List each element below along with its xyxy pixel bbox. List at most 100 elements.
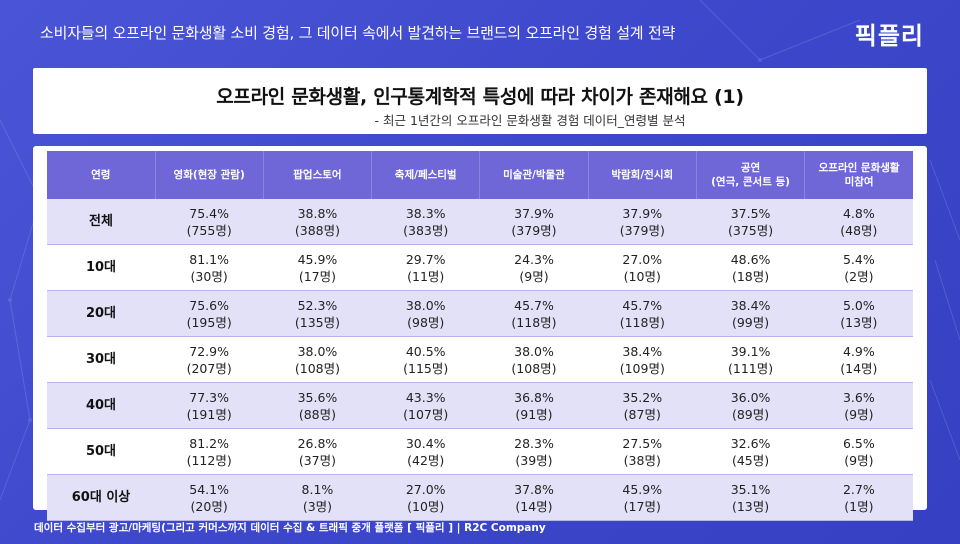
data-cell: 37.8% (14명) bbox=[479, 474, 589, 521]
data-cell: 45.9% (17명) bbox=[263, 244, 372, 291]
respondent-count: (38명) bbox=[623, 452, 661, 468]
data-cell: 72.9% (207명) bbox=[155, 336, 264, 383]
data-cell: 38.4% (109명) bbox=[588, 336, 697, 383]
percent-value: 5.0% bbox=[842, 297, 875, 313]
respondent-count: (10명) bbox=[623, 268, 661, 284]
slide-subtitle: - 최근 1년간의 오프라인 문화생활 경험 데이터_연령별 분석 bbox=[374, 113, 686, 128]
data-cell: 75.4% (755명) bbox=[155, 199, 264, 245]
data-cell: 81.1% (30명) bbox=[155, 244, 264, 291]
data-cell: 45.7% (118명) bbox=[479, 290, 589, 337]
column-header: 축제/페스티벌 bbox=[371, 151, 481, 199]
age-group-cell: 10대 bbox=[47, 244, 155, 291]
percent-value: 81.2% bbox=[189, 435, 229, 451]
data-cell: 48.6% (18명) bbox=[696, 244, 805, 291]
respondent-count: (108명) bbox=[511, 360, 557, 376]
data-cell: 2.7% (1명) bbox=[804, 474, 913, 521]
percent-value: 4.9% bbox=[842, 343, 875, 359]
percent-value: 38.0% bbox=[405, 297, 446, 313]
respondent-count: (755명) bbox=[186, 222, 232, 238]
data-cell: 37.9% (379명) bbox=[588, 199, 697, 245]
respondent-count: (1명) bbox=[844, 498, 874, 514]
percent-value: 35.1% bbox=[730, 481, 771, 497]
data-cell: 8.1% (3명) bbox=[263, 474, 372, 521]
percent-value: 30.4% bbox=[405, 435, 446, 451]
table-container: 연령 영화(현장 관람) 팝업스토어 축제/페스티벌 미술관/박물관 박람회/전… bbox=[33, 146, 927, 521]
age-group-cell: 50대 bbox=[47, 428, 155, 475]
percent-value: 37.9% bbox=[622, 205, 663, 221]
percent-value: 37.8% bbox=[514, 481, 554, 497]
respondent-count: (14명) bbox=[840, 360, 878, 376]
respondent-count: (2명) bbox=[844, 268, 874, 284]
data-cell: 35.1% (13명) bbox=[696, 474, 805, 521]
percent-value: 38.4% bbox=[622, 343, 663, 359]
slide-title: 오프라인 문화생활, 인구통계학적 특성에 따라 차이가 존재해요 (1) bbox=[216, 86, 744, 108]
table-row: 40대 77.3% (191명) 35.6% (88명) 43.3% (107명) 36.8%… bbox=[47, 382, 913, 429]
respondent-count: (37명) bbox=[298, 452, 336, 468]
respondent-count: (17명) bbox=[298, 268, 336, 284]
age-group-cell: 30대 bbox=[47, 336, 155, 383]
respondent-count: (11명) bbox=[407, 268, 445, 284]
percent-value: 75.6% bbox=[189, 297, 229, 313]
respondent-count: (107명) bbox=[403, 406, 449, 422]
percent-value: 48.6% bbox=[730, 251, 771, 267]
percent-value: 27.0% bbox=[622, 251, 663, 267]
respondent-count: (109명) bbox=[619, 360, 665, 376]
percent-value: 45.7% bbox=[622, 297, 663, 313]
data-cell: 29.7% (11명) bbox=[371, 244, 480, 291]
respondent-count: (9명) bbox=[844, 452, 874, 468]
data-cell: 38.0% (98명) bbox=[371, 290, 480, 337]
data-cell: 38.3% (383명) bbox=[371, 199, 480, 245]
percent-value: 28.3% bbox=[514, 435, 554, 451]
percent-value: 24.3% bbox=[514, 251, 554, 267]
percent-value: 45.9% bbox=[297, 251, 338, 267]
respondent-count: (10명) bbox=[407, 498, 445, 514]
percent-value: 75.4% bbox=[189, 205, 229, 221]
data-cell: 35.6% (88명) bbox=[263, 382, 372, 429]
age-group-cell: 60대 이상 bbox=[47, 474, 155, 521]
percent-value: 27.0% bbox=[405, 481, 446, 497]
percent-value: 43.3% bbox=[405, 389, 446, 405]
slide-title-box: 오프라인 문화생활, 인구통계학적 특성에 따라 차이가 존재해요 (1) - … bbox=[33, 68, 927, 134]
percent-value: 77.3% bbox=[189, 389, 229, 405]
respondent-count: (91명) bbox=[515, 406, 553, 422]
respondent-count: (375명) bbox=[727, 222, 774, 238]
respondent-count: (388명) bbox=[294, 222, 340, 238]
column-header: 공연 (연극, 콘서트 등) bbox=[696, 151, 806, 199]
column-header: 오프라인 문화생활 미참여 bbox=[804, 151, 913, 199]
data-cell: 37.5% (375명) bbox=[696, 199, 805, 245]
data-cell: 4.9% (14명) bbox=[804, 336, 913, 383]
respondent-count: (379명) bbox=[619, 222, 665, 238]
respondent-count: (18명) bbox=[731, 268, 770, 284]
data-cell: 45.9% (17명) bbox=[588, 474, 697, 521]
data-cell: 35.2% (87명) bbox=[588, 382, 697, 429]
footer-text: 데이터 수집부터 광고/마케팅(그리고 커머스까지 데이터 수집 & 트래픽 중… bbox=[34, 522, 546, 534]
data-cell: 3.6% (9명) bbox=[804, 382, 913, 429]
table-row: 20대 75.6% (195명) 52.3% (135명) 38.0% (98명) 45.7%… bbox=[47, 290, 913, 337]
respondent-count: (9명) bbox=[519, 268, 549, 284]
percent-value: 36.0% bbox=[730, 389, 771, 405]
table-row: 60대 이상 54.1% (20명) 8.1% (3명) 27.0% (10명) 37.8%(… bbox=[47, 474, 913, 521]
percent-value: 38.3% bbox=[405, 205, 446, 221]
age-group-cell: 전체 bbox=[47, 199, 155, 245]
respondent-count: (111명) bbox=[727, 360, 774, 376]
data-cell: 36.0% (89명) bbox=[696, 382, 805, 429]
respondent-count: (42명) bbox=[407, 452, 445, 468]
data-cell: 75.6% (195명) bbox=[155, 290, 264, 337]
age-group-cell: 40대 bbox=[47, 382, 155, 429]
respondent-count: (383명) bbox=[403, 222, 449, 238]
data-cell: 5.4% (2명) bbox=[804, 244, 913, 291]
respondent-count: (99명) bbox=[731, 314, 770, 330]
data-cell: 6.5% (9명) bbox=[804, 428, 913, 475]
respondent-count: (48명) bbox=[840, 222, 878, 238]
percent-value: 54.1% bbox=[189, 481, 229, 497]
data-cell: 81.2% (112명) bbox=[155, 428, 264, 475]
respondent-count: (88명) bbox=[298, 406, 336, 422]
data-cell: 43.3% (107명) bbox=[371, 382, 480, 429]
data-cell: 54.1% (20명) bbox=[155, 474, 264, 521]
data-cell: 30.4% (42명) bbox=[371, 428, 480, 475]
percent-value: 38.4% bbox=[730, 297, 771, 313]
percent-value: 26.8% bbox=[297, 435, 338, 451]
data-cell: 27.0% (10명) bbox=[371, 474, 480, 521]
percent-value: 36.8% bbox=[514, 389, 554, 405]
data-cell: 27.5% (38명) bbox=[588, 428, 697, 475]
